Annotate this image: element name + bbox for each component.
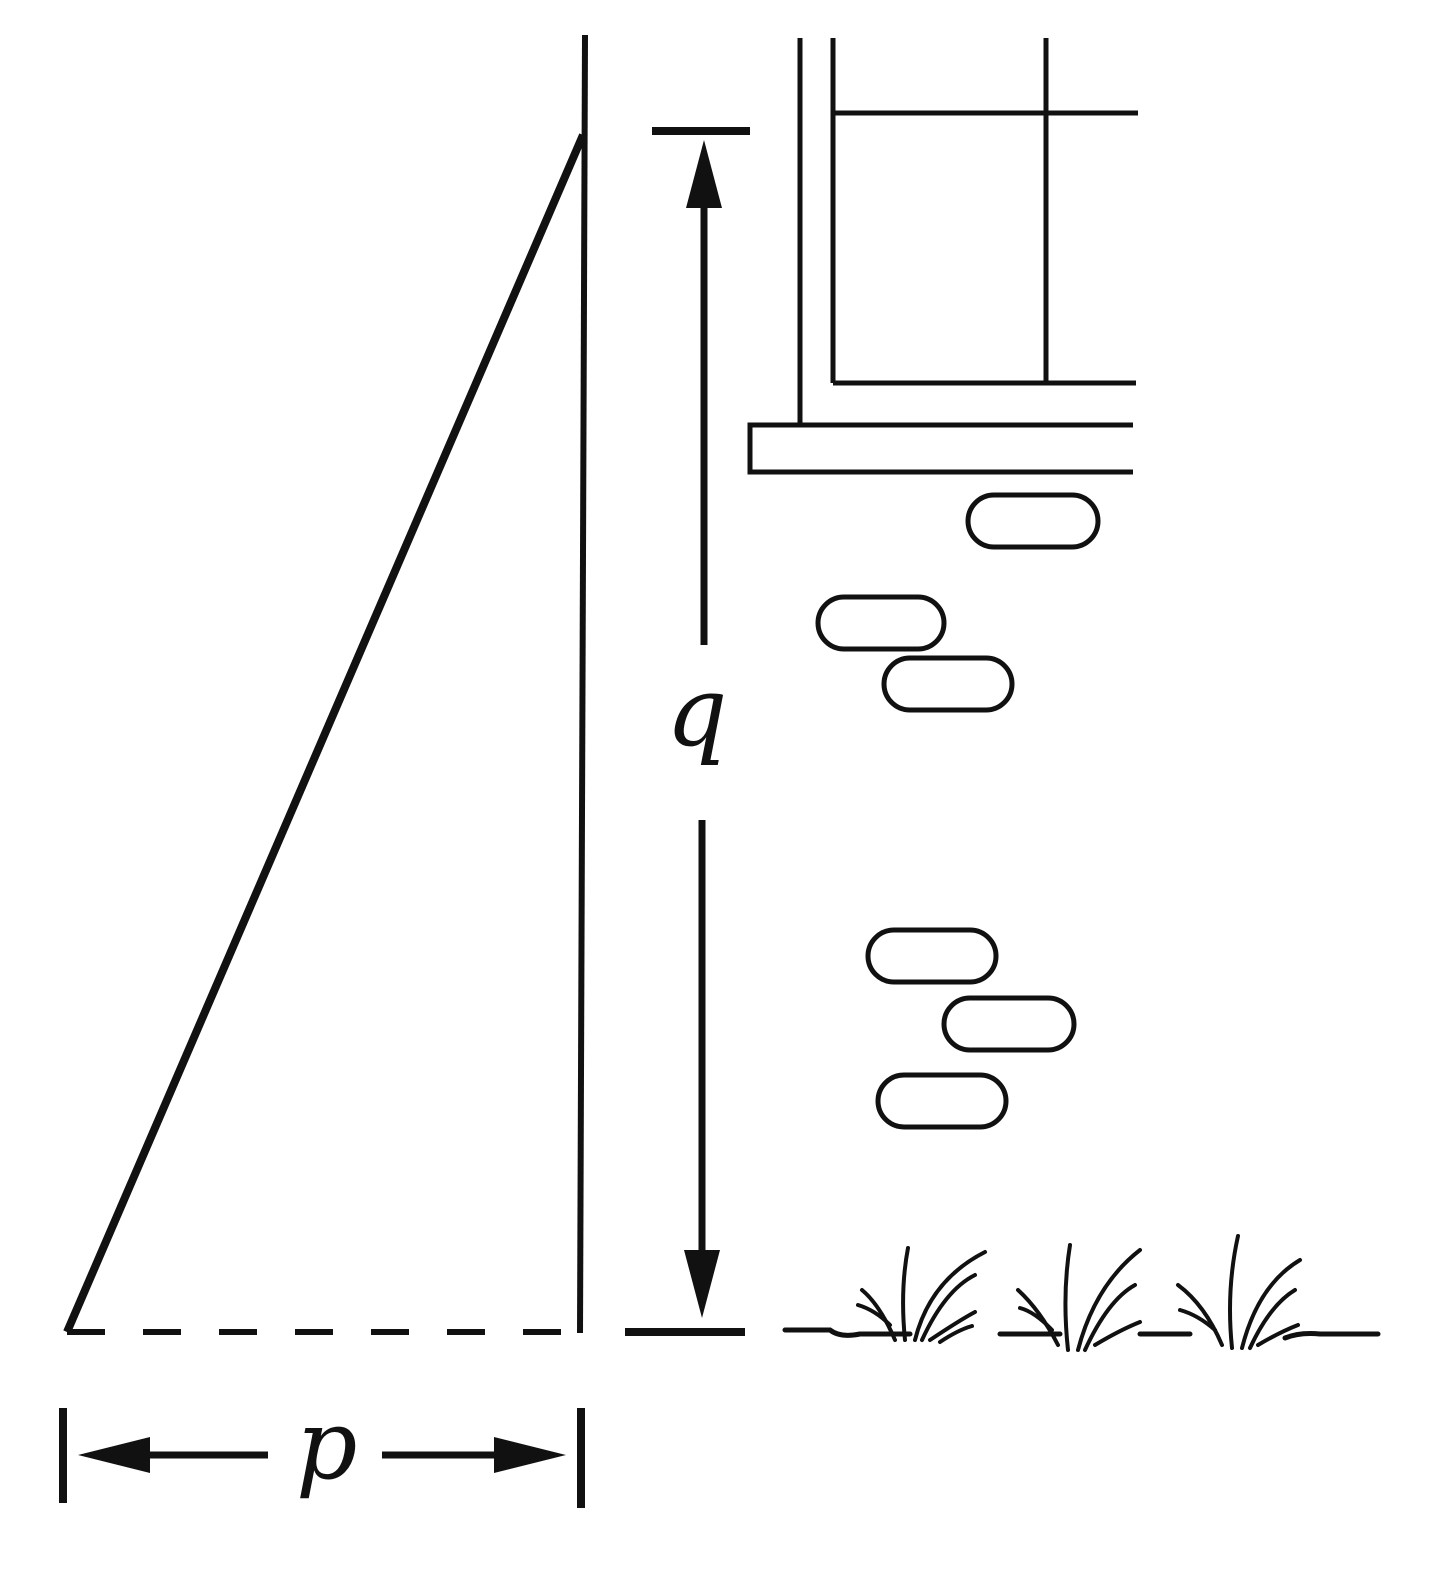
brick [875, 1072, 1009, 1130]
grass-tuft [1176, 1234, 1302, 1350]
brick [965, 492, 1101, 550]
house-window [747, 38, 1138, 475]
base-arrow-left-head [78, 1437, 150, 1473]
base-label: p [296, 1389, 357, 1501]
wall-line [577, 34, 588, 1334]
bricks [815, 492, 1101, 1130]
grass-tuft [1016, 1243, 1142, 1352]
height-arrow-up-head [686, 140, 722, 208]
ground-right [782, 1327, 1381, 1341]
brick [865, 927, 999, 985]
ladder-line [63, 133, 587, 1334]
ground-line-right [782, 1327, 1381, 1341]
grass-tuft [856, 1246, 987, 1344]
brick [881, 655, 1015, 713]
grass-tufts [856, 1234, 1302, 1352]
height-label: q [666, 656, 727, 768]
brick [815, 594, 947, 652]
base-dimension: p [59, 1389, 585, 1508]
window-sill [747, 422, 1133, 475]
height-dimension: q [625, 127, 750, 1336]
base-arrow-right-head [494, 1437, 566, 1473]
brick [941, 995, 1077, 1053]
height-arrow-down-head [684, 1250, 720, 1318]
